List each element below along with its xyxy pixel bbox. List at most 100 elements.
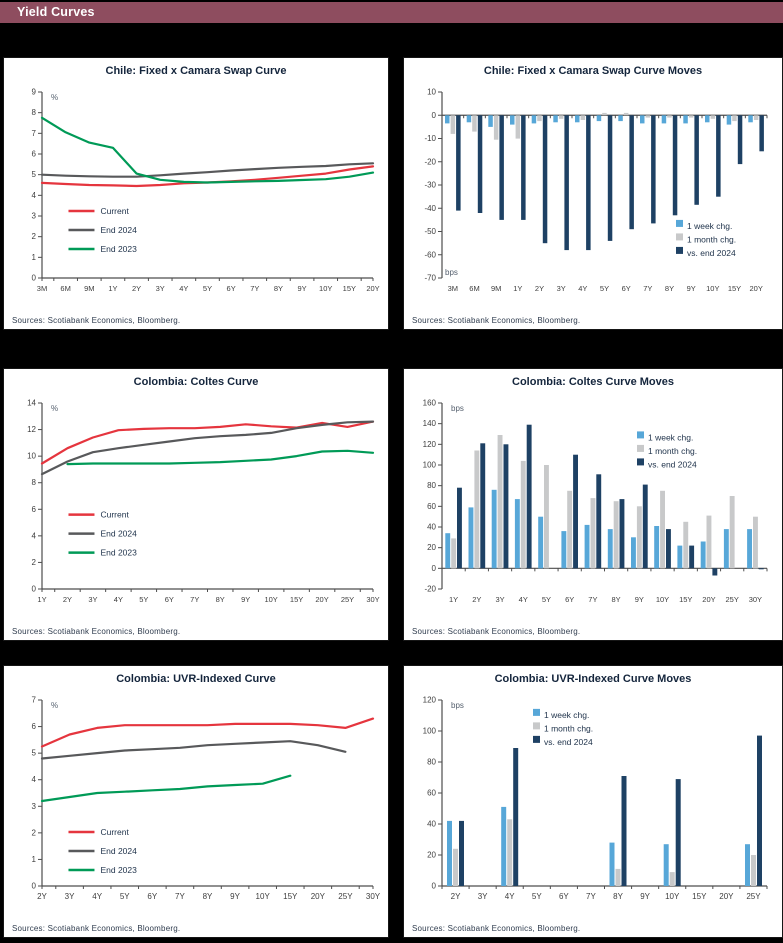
svg-text:3M: 3M <box>37 284 47 293</box>
svg-text:1 month chg.: 1 month chg. <box>544 723 593 733</box>
svg-text:1 month chg.: 1 month chg. <box>648 446 697 456</box>
svg-text:bps: bps <box>451 701 464 710</box>
svg-text:8Y: 8Y <box>216 595 225 604</box>
svg-text:30Y: 30Y <box>366 595 379 604</box>
svg-text:6M: 6M <box>60 284 70 293</box>
coltes-curve-moves-chart: -20 0 20 40 60 80 100 120 140 160 1Y 2Y 3Y 4Y 5Y 6Y 7Y 8Y… <box>423 399 768 604</box>
series-bars-1 month chg. <box>450 112 759 140</box>
svg-text:2: 2 <box>32 558 37 567</box>
svg-text:10Y: 10Y <box>264 595 277 604</box>
series-line-End 2024 <box>40 420 375 476</box>
svg-text:1 week chg.: 1 week chg. <box>648 432 693 442</box>
svg-text:2Y: 2Y <box>37 892 47 901</box>
uvr-curve-moves-chart: 0 20 40 60 80 100 120 2Y 3Y 4Y 5Y 6Y 7Y 8Y 9Y 10Y 15Y 20Y… <box>423 696 768 901</box>
svg-text:0: 0 <box>432 564 437 573</box>
svg-text:vs. end 2024: vs. end 2024 <box>648 459 697 469</box>
svg-text:9Y: 9Y <box>230 892 240 901</box>
svg-text:vs. end 2024: vs. end 2024 <box>687 248 736 258</box>
svg-text:25Y: 25Y <box>341 595 354 604</box>
svg-text:1Y: 1Y <box>513 284 522 293</box>
svg-text:25Y: 25Y <box>746 892 761 901</box>
svg-text:14: 14 <box>27 399 36 408</box>
section-title: Yield Curves <box>17 5 95 19</box>
svg-text:-30: -30 <box>424 181 436 190</box>
svg-text:3Y: 3Y <box>495 595 504 604</box>
svg-text:4: 4 <box>32 191 37 200</box>
svg-text:4Y: 4Y <box>179 284 188 293</box>
chart-source: Sources: Scotiabank Economics, Bloomberg… <box>12 316 181 325</box>
svg-text:10Y: 10Y <box>319 284 332 293</box>
series-bars-vs. end 2024 <box>456 115 764 251</box>
chart-title: Colombia: UVR-Indexed Curve <box>116 673 276 685</box>
chart-title: Colombia: UVR-Indexed Curve Moves <box>494 673 692 685</box>
legend: 1 week chg. 1 month chg. vs. end 2024 <box>637 431 697 469</box>
svg-text:15Y: 15Y <box>343 284 356 293</box>
svg-text:7Y: 7Y <box>588 595 597 604</box>
svg-text:10Y: 10Y <box>256 892 271 901</box>
svg-text:-20: -20 <box>424 157 436 166</box>
svg-text:8Y: 8Y <box>613 892 623 901</box>
chart-title: Colombia: Coltes Curve <box>133 376 259 388</box>
svg-text:8Y: 8Y <box>665 284 674 293</box>
chart-panel-coltes-curve-moves: Colombia: Coltes Curve Moves -20 0 20 40 60 8… <box>403 368 783 641</box>
axes: 0 1 2 3 4 5 6 7 2Y 3Y 4Y 5Y 6Y 7Y 8Y 9Y 10Y 15Y 20Y 25Y 30Y% <box>32 696 381 902</box>
svg-text:10: 10 <box>427 88 436 97</box>
svg-text:-70: -70 <box>424 274 436 283</box>
svg-text:160: 160 <box>423 399 437 408</box>
svg-text:-60: -60 <box>424 250 436 259</box>
svg-text:3: 3 <box>32 212 37 221</box>
svg-text:9Y: 9Y <box>241 595 250 604</box>
chile-swap-curve-chart: 0 1 2 3 4 5 6 7 8 9 3M 6M 9M 1Y 2Y 3Y 4Y 5Y 6Y 7Y 8Y 9Y 10Y 15Y… <box>32 88 380 294</box>
svg-text:0: 0 <box>32 882 37 891</box>
svg-text:9M: 9M <box>84 284 94 293</box>
svg-text:9Y: 9Y <box>687 284 696 293</box>
svg-text:5Y: 5Y <box>203 284 212 293</box>
svg-text:30Y: 30Y <box>749 595 762 604</box>
legend: Current End 2024 End 2023 <box>68 206 137 254</box>
coltes-curve-chart: 0 2 4 6 8 10 12 14 1Y 2Y 3Y 4Y 5Y 6Y 7Y 8Y 9Y 10Y 15Y 20Y 25… <box>27 399 380 605</box>
svg-text:25Y: 25Y <box>338 892 353 901</box>
svg-text:bps: bps <box>451 404 464 413</box>
svg-text:bps: bps <box>445 268 458 277</box>
svg-text:1: 1 <box>32 855 37 864</box>
svg-text:9: 9 <box>32 88 37 97</box>
svg-text:20Y: 20Y <box>311 892 326 901</box>
svg-text:%: % <box>51 404 58 413</box>
svg-text:10Y: 10Y <box>706 284 719 293</box>
svg-text:6Y: 6Y <box>559 892 569 901</box>
legend: 1 week chg. 1 month chg. vs. end 2024 <box>676 219 736 258</box>
chart-panel-uvr-curve-moves: Colombia: UVR-Indexed Curve Moves 0 20 40 6… <box>403 665 783 938</box>
svg-text:8Y: 8Y <box>203 892 213 901</box>
svg-text:2: 2 <box>32 232 37 241</box>
series-bars-vs. end 2024 <box>459 735 762 886</box>
svg-text:0: 0 <box>32 274 37 283</box>
chart-title: Chile: Fixed x Camara Swap Curve Moves <box>483 65 703 77</box>
svg-text:7Y: 7Y <box>250 284 259 293</box>
svg-text:20: 20 <box>427 851 436 860</box>
chart-title: Chile: Fixed x Camara Swap Curve <box>105 65 287 77</box>
svg-text:3Y: 3Y <box>65 892 75 901</box>
svg-text:0: 0 <box>432 882 437 891</box>
svg-text:20Y: 20Y <box>702 595 715 604</box>
series-line-Current <box>40 717 375 748</box>
svg-text:6: 6 <box>32 150 37 159</box>
svg-text:Current: Current <box>100 206 129 216</box>
svg-text:6: 6 <box>32 505 37 514</box>
svg-text:20Y: 20Y <box>315 595 328 604</box>
chile-swap-curve-moves-chart: -70 -60 -50 -40 -30 -20 -10 0 10 3M 6M 9M 1Y 2Y 3Y 4Y 5Y… <box>424 88 768 293</box>
svg-text:140: 140 <box>423 419 437 428</box>
svg-text:End 2024: End 2024 <box>100 529 137 539</box>
svg-text:0: 0 <box>432 111 437 120</box>
chart-panel-coltes-curve: Colombia: Coltes Curve 0 2 4 6 8 10 12 14 1Y 2Y 3Y… <box>3 368 389 641</box>
svg-text:2Y: 2Y <box>535 284 544 293</box>
chart-source: Sources: Scotiabank Economics, Bloomberg… <box>412 627 581 636</box>
svg-text:60: 60 <box>427 789 436 798</box>
svg-text:100: 100 <box>423 461 437 470</box>
series-bars-1 month chg. <box>451 435 758 569</box>
svg-text:9M: 9M <box>491 284 501 293</box>
svg-text:-20: -20 <box>424 585 436 594</box>
chart-source: Sources: Scotiabank Economics, Bloomberg… <box>12 924 181 933</box>
svg-text:120: 120 <box>423 440 437 449</box>
svg-text:5Y: 5Y <box>600 284 609 293</box>
series-bars-vs. end 2024 <box>457 424 764 576</box>
